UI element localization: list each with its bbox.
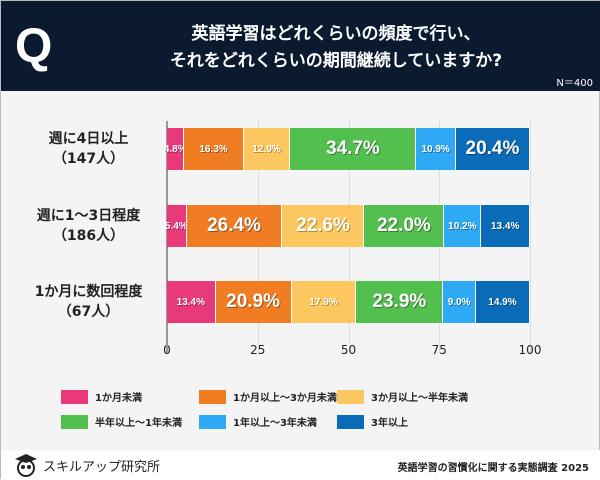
legend-item: 3か月以上～半年未満 (337, 389, 468, 404)
title-line-2: それをどれくらいの期間継続していますか? (169, 51, 503, 71)
bar-segment: 16.3% (184, 128, 244, 170)
header: Q 英語学習はどれくらいの頻度で行い、 それをどれくらいの期間継続していますか?… (1, 1, 600, 91)
owl-graduate-icon (15, 454, 37, 477)
bar-segment: 13.4% (167, 281, 216, 323)
bar-segment: 26.4% (186, 205, 283, 247)
bar-segment: 20.4% (455, 128, 530, 170)
sample-size: N＝400 (556, 78, 593, 89)
source-text: 英語学習の習慣化に関する実態調査 2025 (397, 463, 589, 474)
legend-swatch (199, 389, 226, 404)
bar-segment: 34.7% (290, 128, 417, 170)
legend-swatch (61, 414, 88, 429)
bar-segment: 20.9% (215, 281, 292, 323)
legend-item: 1か月未満 (61, 389, 142, 404)
legend-item: 半年以上～1年未満 (61, 414, 182, 429)
gridline (530, 121, 531, 353)
logo: スキルアップ研究所 (13, 453, 160, 477)
bar-segment: 22.6% (282, 205, 365, 247)
category-label-line: （186人） (52, 228, 125, 244)
stacked-bar-chart: 0255075100週に4日以上（147人）4.8%16.3%12.9%34.7… (1, 91, 600, 361)
category-label-line: （67人） (57, 304, 120, 320)
category-label: 1か月に数回程度 （67人） (21, 282, 156, 322)
bar-segment: 10.9% (416, 128, 456, 170)
legend-item: 1か月以上～3か月未満 (199, 389, 337, 404)
bar-segment: 10.2% (444, 205, 482, 247)
bar-segment: 5.4% (165, 205, 188, 247)
bar-segment: 14.9% (475, 281, 530, 323)
x-tick-label: 75 (431, 343, 447, 357)
bar-segment: 4.8% (164, 128, 187, 170)
bar-segment: 17.9% (291, 281, 357, 323)
category-label: 週に1～3日程度 （186人） (21, 206, 156, 246)
legend-label: 1か月以上～3か月未満 (233, 393, 337, 404)
legend-label: 3か月以上～半年未満 (371, 393, 468, 404)
category-label-line: 週に1～3日程度 (36, 208, 141, 224)
bar-segment: 9.0% (443, 281, 476, 323)
logo-text: スキルアップ研究所 (43, 459, 161, 475)
q-mark: Q (15, 20, 53, 73)
x-tick-label: 50 (340, 343, 357, 357)
legend-swatch (337, 414, 364, 429)
category-label-line: 1か月に数回程度 (34, 284, 143, 300)
category-label-line: 週に4日以上 (48, 131, 129, 147)
bar-segment: 23.9% (356, 281, 444, 323)
footer: スキルアップ研究所 英語学習の習慣化に関する実態調査 2025 (1, 450, 600, 480)
bar-segment: 13.4% (481, 205, 530, 247)
bar-segment: 12.9% (243, 128, 291, 170)
legend-label: 1か月未満 (95, 393, 142, 404)
legend-label: 半年以上～1年未満 (95, 418, 182, 429)
chart-title: 英語学習はどれくらいの頻度で行い、 それをどれくらいの期間継続していますか? (91, 21, 581, 75)
legend-item: 1年以上～3年未満 (199, 414, 317, 429)
category-label: 週に4日以上 （147人） (21, 129, 156, 169)
bar-segment: 22.0% (364, 205, 445, 247)
legend-label: 1年以上～3年未満 (233, 418, 317, 429)
legend-label: 3年以上 (371, 418, 408, 429)
title-line-1: 英語学習はどれくらいの頻度で行い、 (191, 24, 481, 44)
x-tick-label: 100 (518, 343, 542, 357)
legend-item: 3年以上 (337, 414, 408, 429)
x-tick-label: 25 (250, 343, 266, 357)
legend-swatch (337, 389, 364, 404)
legend-swatch (199, 414, 226, 429)
legend-swatch (61, 389, 88, 404)
category-label-line: （147人） (52, 151, 125, 167)
